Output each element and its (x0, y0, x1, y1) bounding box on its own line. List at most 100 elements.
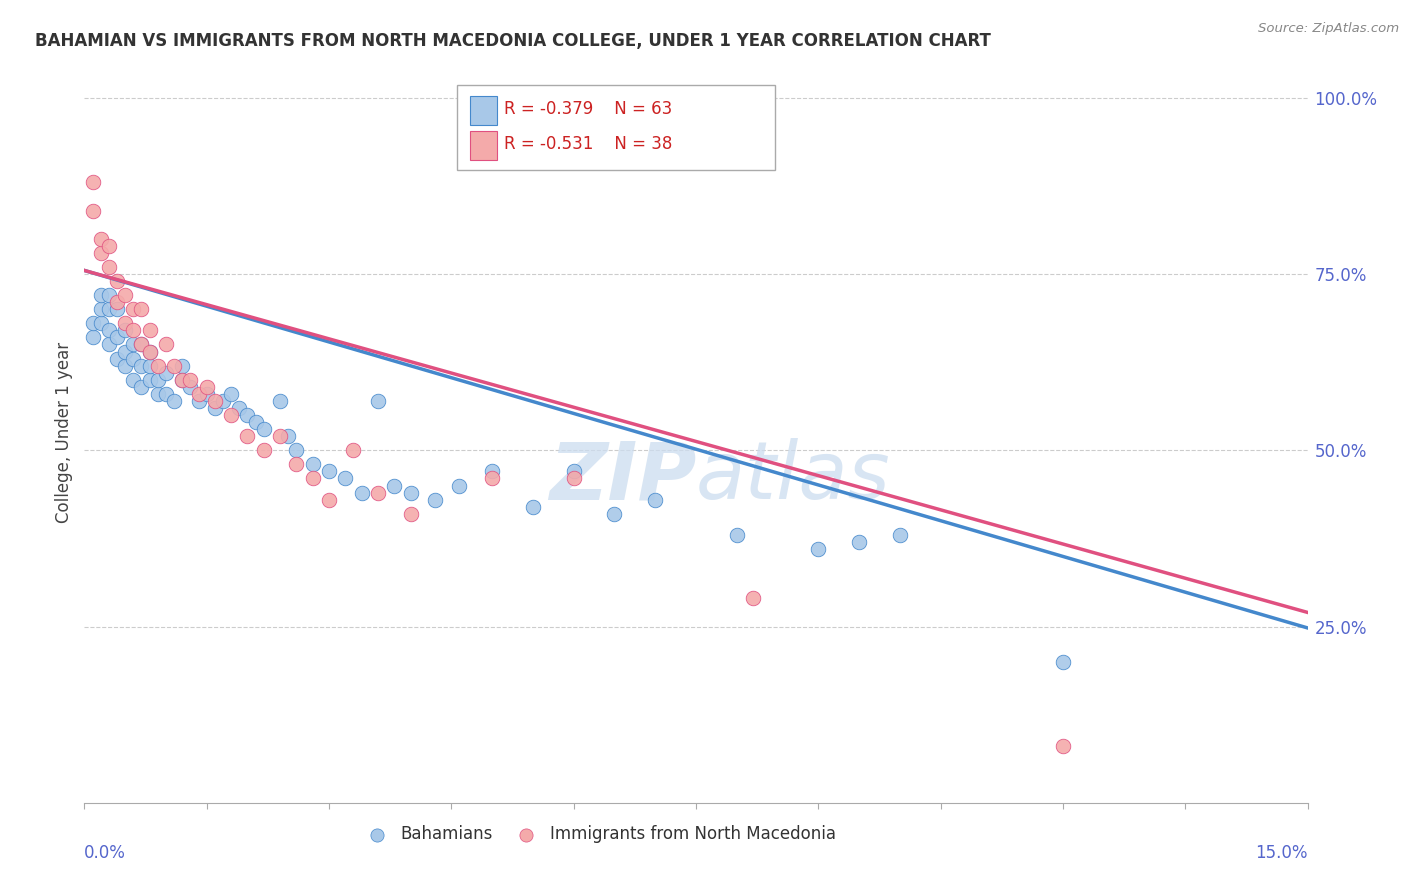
Point (105, 302, 128, 317)
Point (90, 316, 112, 330)
Point (97, 239, 120, 253)
Point (172, 373, 194, 387)
Point (228, 401, 250, 415)
Point (195, 387, 218, 401)
Point (131, 380, 153, 394)
Point (105, 274, 128, 288)
Point (97, 302, 120, 317)
Point (114, 316, 136, 330)
Point (318, 464, 340, 478)
Point (219, 387, 242, 401)
Point (131, 337, 153, 351)
Point (122, 323, 145, 337)
Point (146, 373, 169, 387)
Point (367, 393, 389, 408)
Text: atlas: atlas (696, 438, 891, 516)
Point (522, 500, 544, 514)
Point (562, 464, 585, 478)
Point (131, 302, 153, 317)
Point (90, 245, 112, 260)
Point (82, 175, 104, 189)
Point (138, 323, 160, 337)
Point (163, 393, 186, 408)
FancyBboxPatch shape (457, 85, 776, 169)
Point (195, 380, 218, 394)
Point (146, 387, 169, 401)
Point (889, 528, 911, 542)
Text: R = -0.379    N = 63: R = -0.379 N = 63 (503, 100, 672, 118)
Point (97, 288, 120, 302)
Point (105, 295, 128, 310)
Point (382, 478, 405, 492)
Point (138, 359, 160, 373)
Point (172, 373, 194, 387)
Point (146, 359, 169, 373)
Point (163, 359, 186, 373)
Point (90, 232, 112, 246)
Point (603, 507, 626, 521)
Point (399, 507, 422, 521)
Point (236, 408, 259, 422)
Point (114, 359, 136, 373)
Point (187, 387, 209, 401)
Legend: Bahamians, Immigrants from North Macedonia: Bahamians, Immigrants from North Macedon… (354, 819, 842, 850)
Point (114, 344, 136, 359)
Point (562, 471, 585, 485)
Point (82, 330, 104, 344)
Point (350, 485, 373, 500)
Y-axis label: College, Under 1 year: College, Under 1 year (55, 342, 73, 524)
Point (122, 302, 145, 317)
Point (644, 492, 666, 507)
Point (481, 471, 503, 485)
Point (742, 591, 765, 606)
Point (301, 471, 323, 485)
Point (269, 393, 291, 408)
Point (423, 492, 446, 507)
Point (179, 373, 201, 387)
Point (122, 373, 145, 387)
Point (245, 415, 267, 429)
Point (481, 464, 503, 478)
Text: Source: ZipAtlas.com: Source: ZipAtlas.com (1258, 22, 1399, 36)
Point (285, 443, 308, 458)
Point (131, 359, 153, 373)
Point (155, 387, 177, 401)
Point (97, 323, 120, 337)
Point (138, 344, 160, 359)
Point (97, 337, 120, 351)
Point (204, 401, 226, 415)
Point (138, 344, 160, 359)
Point (318, 492, 340, 507)
Point (725, 528, 748, 542)
Point (848, 535, 870, 549)
Point (138, 373, 160, 387)
Point (807, 541, 830, 556)
Point (269, 429, 291, 443)
Point (82, 203, 104, 218)
Point (449, 478, 471, 492)
Point (212, 393, 235, 408)
Point (342, 443, 364, 458)
Point (285, 458, 308, 472)
Point (131, 337, 153, 351)
Point (301, 458, 323, 472)
Point (114, 288, 136, 302)
FancyBboxPatch shape (470, 95, 496, 126)
Text: BAHAMIAN VS IMMIGRANTS FROM NORTH MACEDONIA COLLEGE, UNDER 1 YEAR CORRELATION CH: BAHAMIAN VS IMMIGRANTS FROM NORTH MACEDO… (35, 32, 991, 50)
Point (399, 485, 422, 500)
Point (277, 429, 299, 443)
Point (155, 366, 177, 380)
Point (1052, 739, 1074, 754)
Point (253, 443, 276, 458)
Point (122, 351, 145, 366)
Point (219, 408, 242, 422)
Point (122, 337, 145, 351)
Text: 15.0%: 15.0% (1256, 844, 1308, 862)
Text: R = -0.531    N = 38: R = -0.531 N = 38 (503, 135, 672, 153)
Point (155, 337, 177, 351)
Point (90, 302, 112, 317)
Point (187, 393, 209, 408)
Point (236, 429, 259, 443)
Point (90, 288, 112, 302)
Text: ZIP: ZIP (548, 438, 696, 516)
